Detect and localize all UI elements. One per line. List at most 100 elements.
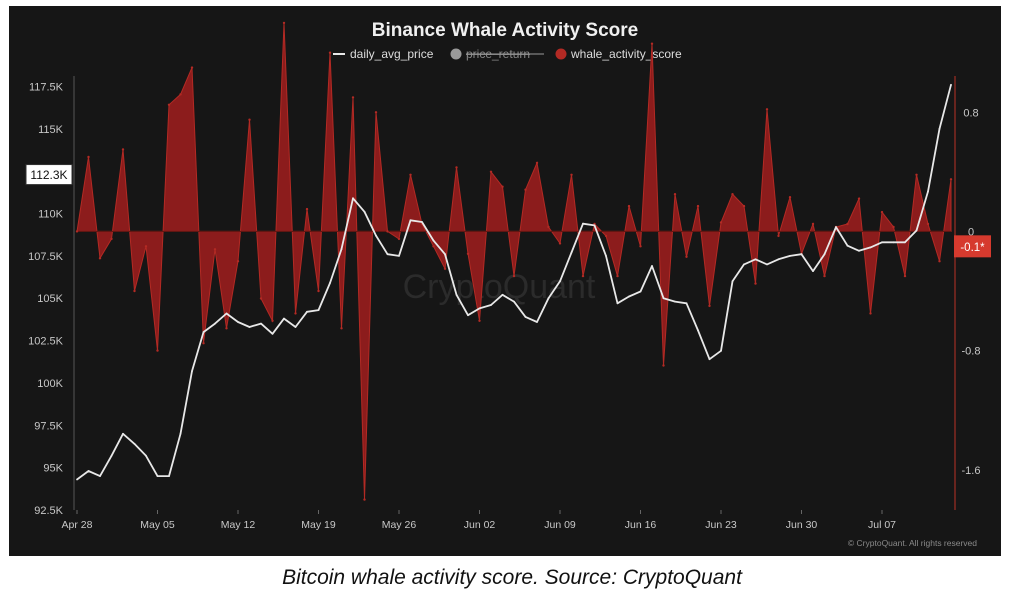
price-point bbox=[582, 222, 584, 225]
whale-activity-point bbox=[616, 274, 619, 278]
whale-activity-point bbox=[949, 178, 953, 181]
whale-activity-point bbox=[259, 297, 263, 300]
whale-activity-point bbox=[823, 274, 826, 278]
price-point bbox=[766, 263, 768, 266]
whale-activity-point bbox=[535, 161, 539, 165]
price-point bbox=[421, 221, 423, 223]
whale-activity-point bbox=[133, 289, 136, 293]
price-point bbox=[432, 239, 435, 242]
legend-whale-label[interactable]: whale_activity_score bbox=[570, 47, 682, 61]
price-point bbox=[375, 234, 377, 237]
price-point bbox=[340, 248, 343, 251]
chart-panel: CryptoQuant Binance Whale Activity Score… bbox=[9, 6, 1001, 556]
whale-activity-point bbox=[627, 204, 631, 208]
price-point bbox=[271, 332, 274, 335]
whale-activity-point bbox=[87, 155, 90, 159]
x-tick-label: Jun 23 bbox=[705, 519, 737, 531]
whale-activity-area bbox=[76, 22, 952, 500]
price-point bbox=[524, 316, 527, 318]
y-left-tick-label: 97.5K bbox=[34, 420, 63, 432]
whale-activity-point bbox=[156, 349, 159, 352]
whale-activity-point bbox=[294, 312, 297, 315]
price-point bbox=[685, 302, 688, 305]
whale-activity-point bbox=[305, 207, 309, 211]
whale-activity-point bbox=[328, 51, 332, 54]
whale-activity-point bbox=[570, 173, 573, 176]
chart-legend[interactable]: daily_avg_price price_return whale_activit… bbox=[333, 47, 682, 61]
whale-activity-point bbox=[892, 225, 895, 229]
y-right-tick-label: 0 bbox=[968, 226, 974, 238]
crosshair-price-box bbox=[25, 164, 73, 186]
watermark: CryptoQuant bbox=[403, 268, 596, 306]
y-left-tick-label: 102.5K bbox=[28, 336, 64, 348]
whale-activity-point bbox=[777, 234, 780, 238]
whale-activity-point bbox=[466, 252, 470, 255]
price-series bbox=[76, 83, 952, 481]
price-point bbox=[237, 321, 239, 323]
y-left-tick-label: 107.5K bbox=[28, 251, 64, 263]
price-point bbox=[639, 290, 642, 293]
price-point bbox=[455, 293, 458, 296]
price-point bbox=[547, 297, 550, 300]
figure-caption: Bitcoin whale activity score. Source: Cr… bbox=[282, 566, 742, 589]
price-point bbox=[950, 83, 952, 86]
whale-activity-point bbox=[271, 319, 274, 322]
whale-activity-point bbox=[926, 222, 930, 226]
price-point bbox=[478, 307, 481, 310]
whale-activity-point bbox=[248, 118, 251, 121]
price-point bbox=[869, 246, 872, 249]
price-point bbox=[179, 432, 182, 435]
price-point bbox=[800, 253, 803, 256]
whale-activity-point bbox=[213, 248, 217, 251]
price-point bbox=[87, 470, 90, 472]
whale-activity-point bbox=[179, 93, 182, 96]
y-left-tick-label: 92.5K bbox=[34, 505, 63, 517]
price-point bbox=[835, 226, 837, 229]
y-left-tick-label: 105K bbox=[37, 293, 63, 305]
price-point bbox=[938, 127, 941, 130]
price-point bbox=[881, 241, 883, 244]
price-point bbox=[904, 241, 906, 244]
y-right-tick-label: -1.6 bbox=[962, 465, 981, 477]
price-point bbox=[110, 454, 113, 457]
price-point bbox=[329, 282, 331, 284]
whale-activity-point bbox=[409, 173, 412, 176]
price-point bbox=[559, 280, 561, 283]
whale-activity-point bbox=[650, 42, 654, 45]
legend-return-swatch bbox=[450, 48, 462, 60]
axes: 92.5K 95K 97.5K 100K 102.5K 105K 107.5K 110K 112… bbox=[25, 76, 991, 531]
whale-activity-point bbox=[915, 173, 918, 176]
price-point bbox=[570, 251, 573, 254]
whale-activity-point bbox=[489, 170, 493, 173]
price-point bbox=[892, 241, 895, 244]
x-tick-label: Jun 16 bbox=[625, 519, 657, 531]
whale-activity-point bbox=[374, 111, 378, 114]
crosshair-price-label: 112.3K bbox=[30, 168, 67, 182]
whale-activity-point bbox=[455, 166, 458, 169]
whale-activity-point bbox=[742, 204, 746, 208]
whale-activity-point bbox=[788, 196, 792, 199]
price-point bbox=[467, 314, 469, 317]
price-point bbox=[490, 304, 492, 306]
whale-activity-point bbox=[524, 188, 527, 191]
x-tick-label: Jun 02 bbox=[464, 519, 496, 531]
price-point bbox=[777, 258, 780, 261]
whale-activity-point bbox=[282, 21, 286, 25]
price-point bbox=[927, 190, 929, 193]
x-tick-label: May 19 bbox=[301, 519, 336, 531]
x-tick-label: Jun 09 bbox=[544, 519, 576, 531]
price-point bbox=[501, 293, 504, 296]
whale-activity-point bbox=[604, 234, 608, 238]
whale-activity-point bbox=[121, 148, 125, 151]
legend-price-label[interactable]: daily_avg_price bbox=[350, 47, 434, 61]
y-left-tick-label: 95K bbox=[43, 463, 63, 475]
whale-activity-point bbox=[225, 327, 228, 330]
price-point bbox=[708, 358, 711, 361]
x-tick-label: Jun 30 bbox=[786, 519, 818, 531]
current-score-label: -0.1* bbox=[960, 242, 985, 254]
price-point bbox=[386, 253, 389, 256]
price-point bbox=[398, 255, 400, 257]
whale-activity-point bbox=[144, 245, 148, 248]
price-point bbox=[214, 322, 216, 325]
whale-activity-series bbox=[75, 21, 953, 501]
